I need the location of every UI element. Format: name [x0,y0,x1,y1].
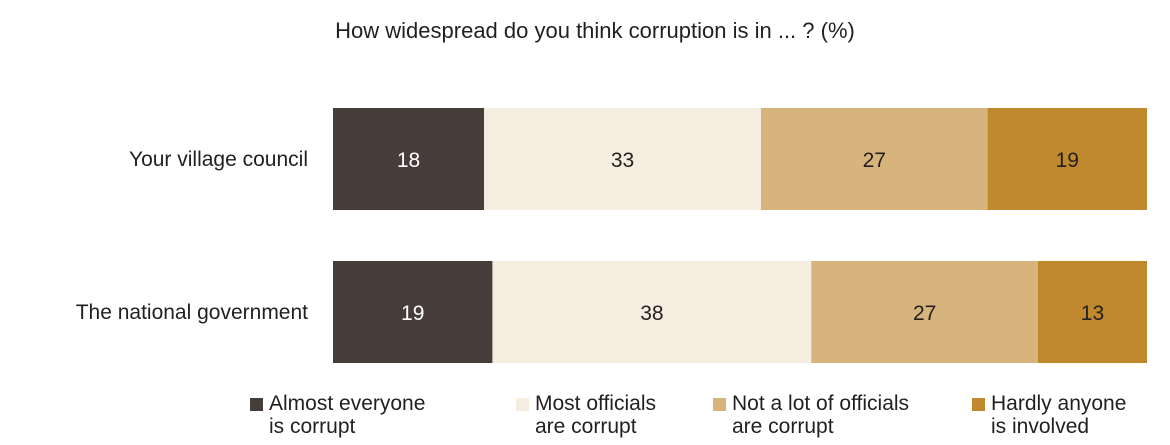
bars-group: Your village council 18 33 27 19 The national… [76,108,1147,363]
stacked-bar-chart: How widespread do you think corruption i… [76,18,1147,363]
data-label: 38 [640,302,663,325]
legend-item: Most officials are corrupt [516,392,656,438]
bar-segment [333,108,485,210]
data-label: 13 [1081,302,1104,325]
legend-item: Hardly anyone is involved [972,392,1126,438]
bar-segment [811,261,1038,363]
legend-item: Not a lot of officials are corrupt [713,392,909,438]
bar-segment [492,261,812,363]
chart-title: How widespread do you think corruption i… [335,18,855,43]
data-label: 18 [397,149,420,172]
legend-swatch [713,398,726,411]
category-label: The national government [76,301,308,324]
legend-swatch [516,398,529,411]
category-label: Your village council [129,148,308,171]
legend-label: Almost everyone is corrupt [269,392,426,438]
bar-segment [760,108,988,210]
legend-label: Hardly anyone is involved [991,392,1127,438]
legend-item: Almost everyone is corrupt [250,392,425,438]
bar-segment [333,261,493,363]
legend-swatch [972,398,985,411]
data-label: 19 [1056,149,1079,172]
legend-label: Not a lot of officials are corrupt [732,392,910,438]
legend-label: Most officials are corrupt [535,392,656,438]
bar-segment [1037,261,1147,363]
legend-swatch [250,398,263,411]
data-label: 27 [863,149,886,172]
bar-segment [484,108,761,210]
data-label: 33 [611,149,634,172]
chart-legend: Almost everyone is corrupt Most officials… [250,392,1165,442]
bar-segment [987,108,1147,210]
data-label: 19 [401,302,424,325]
data-label: 27 [913,302,936,325]
